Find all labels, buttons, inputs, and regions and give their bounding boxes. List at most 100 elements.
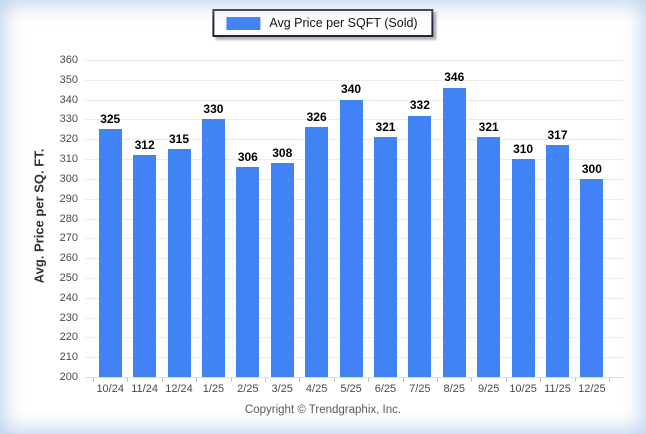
- bar-value-label: 330: [203, 102, 224, 117]
- x-tick-label-12/24: 12/24: [165, 383, 193, 395]
- bar-value-label: 312: [134, 137, 155, 152]
- bar-12/25: [580, 178, 604, 377]
- bar-value-label: 321: [478, 119, 499, 134]
- bar-slot-11/24: 312: [127, 60, 161, 377]
- bar-1/25: [201, 119, 225, 377]
- y-tick-label-280: 280: [59, 212, 78, 225]
- bar-slot-6/25: 321: [368, 60, 402, 377]
- bar-value-label: 321: [375, 119, 396, 134]
- bar-5/25: [339, 99, 363, 377]
- chart-legend: Avg Price per SQFT (Sold): [212, 9, 434, 37]
- bar-4/25: [305, 127, 329, 377]
- bar-slot-10/25: 310: [506, 60, 540, 377]
- x-tick-label-2/25: 2/25: [237, 383, 259, 395]
- x-tick-label-3/25: 3/25: [271, 383, 293, 395]
- bar-value-label: 326: [306, 110, 327, 125]
- y-tick-label-320: 320: [59, 133, 78, 146]
- y-tick-label-220: 220: [59, 331, 78, 344]
- legend-color-swatch: [226, 16, 261, 30]
- bar-10/24: [98, 129, 122, 377]
- x-axis-tick: [505, 378, 507, 382]
- bar-9/25: [477, 137, 501, 377]
- x-tick-label-11/25: 11/25: [544, 383, 571, 395]
- bar-slot-2/25: 306: [231, 60, 265, 377]
- bar-6/25: [373, 137, 397, 377]
- bar-slot-3/25: 308: [265, 60, 299, 377]
- y-tick-label-270: 270: [59, 232, 78, 245]
- x-axis-tick: [230, 378, 232, 382]
- x-axis-tick: [368, 378, 370, 382]
- x-axis-tick: [265, 378, 266, 382]
- y-tick-label-330: 330: [59, 113, 78, 126]
- x-axis-tick: [471, 378, 473, 382]
- x-axis-tick: [437, 378, 438, 382]
- y-tick-label-350: 350: [59, 73, 78, 86]
- bar-3/25: [270, 163, 294, 377]
- bar-7/25: [408, 115, 432, 377]
- x-tick-label-8/25: 8/25: [443, 383, 465, 395]
- bar-slot-5/25: 340: [334, 60, 368, 377]
- bar-slot-12/24: 315: [162, 60, 196, 377]
- x-tick-label-10/24: 10/24: [96, 383, 124, 395]
- bar-slot-4/25: 326: [299, 60, 333, 377]
- y-axis-tick-labels: 200 210 220 230 240 250 260 270 280 290 300 310 320 3…: [0, 54, 78, 383]
- bar-slot-7/25: 332: [403, 60, 437, 377]
- x-tick-label-10/25: 10/25: [509, 383, 537, 395]
- bar-slot-11/25: 317: [540, 60, 574, 377]
- y-tick-label-260: 260: [59, 252, 78, 265]
- y-tick-label-310: 310: [59, 153, 78, 166]
- x-axis-tick-labels: 10/24 11/24 12/24 1/25 2/25 3/25 4/25 5/25 6/25 7…: [85, 383, 623, 395]
- bar-2/25: [236, 167, 260, 377]
- y-tick-label-210: 210: [59, 351, 78, 364]
- bar-value-label: 310: [513, 141, 534, 156]
- bar-value-label: 346: [444, 70, 465, 85]
- bar-value-label: 300: [581, 161, 602, 176]
- legend-label: Avg Price per SQFT (Sold): [269, 16, 418, 30]
- x-axis-tick: [402, 378, 404, 382]
- x-axis-tick: [127, 378, 129, 382]
- copyright-text: Copyright © Trendgraphix, Inc.: [244, 404, 402, 416]
- x-axis-tick: [609, 378, 610, 382]
- bar-slot-10/24: 325: [93, 60, 127, 377]
- x-axis-tick: [299, 378, 301, 382]
- y-tick-label-290: 290: [59, 192, 78, 205]
- x-tick-label-6/25: 6/25: [374, 383, 397, 395]
- bar-slot-12/25: 300: [575, 60, 609, 377]
- gridline-360: [85, 60, 623, 61]
- y-tick-label-250: 250: [59, 271, 78, 284]
- x-axis-tick: [161, 378, 163, 382]
- x-tick-label-9/25: 9/25: [477, 383, 500, 395]
- x-tick-label-4/25: 4/25: [305, 383, 328, 395]
- bar-11/24: [133, 155, 157, 377]
- x-axis-tick-marks: [93, 378, 610, 382]
- x-tick-label-7/25: 7/25: [409, 383, 431, 395]
- bar-value-label: 315: [169, 131, 190, 146]
- bar-12/24: [167, 149, 191, 377]
- bar-11/25: [545, 145, 569, 377]
- y-tick-label-200: 200: [59, 371, 78, 383]
- bars-row: 325 312 315 330 306 308 326 340 321 332 346 321 310 3…: [93, 60, 609, 377]
- bar-value-label: 308: [272, 145, 293, 160]
- bar-slot-9/25: 321: [471, 60, 505, 377]
- plot-area: 325 312 315 330 306 308 326 340 321 332 346 321 310 3…: [85, 60, 623, 378]
- x-tick-label-5/25: 5/25: [340, 383, 362, 395]
- bar-slot-1/25: 330: [196, 60, 230, 377]
- y-tick-label-230: 230: [59, 311, 78, 324]
- y-tick-label-300: 300: [59, 172, 78, 185]
- x-axis-tick: [196, 378, 198, 382]
- bar-slot-8/25: 346: [437, 60, 471, 377]
- gridline-350: [85, 79, 623, 81]
- x-tick-label-12/25: 12/25: [578, 383, 606, 395]
- bar-value-label: 340: [341, 82, 362, 97]
- x-tick-label-1/25: 1/25: [202, 383, 225, 395]
- bar-value-label: 332: [409, 98, 430, 113]
- x-axis-tick: [540, 378, 542, 382]
- x-axis-tick: [574, 378, 576, 382]
- x-axis-tick: [333, 378, 335, 382]
- bar-value-label: 325: [100, 111, 121, 126]
- x-axis-tick: [93, 378, 94, 382]
- y-tick-label-240: 240: [59, 291, 78, 304]
- gridline-200: [85, 377, 623, 378]
- bar-value-label: 317: [547, 127, 568, 142]
- y-tick-label-360: 360: [59, 54, 78, 66]
